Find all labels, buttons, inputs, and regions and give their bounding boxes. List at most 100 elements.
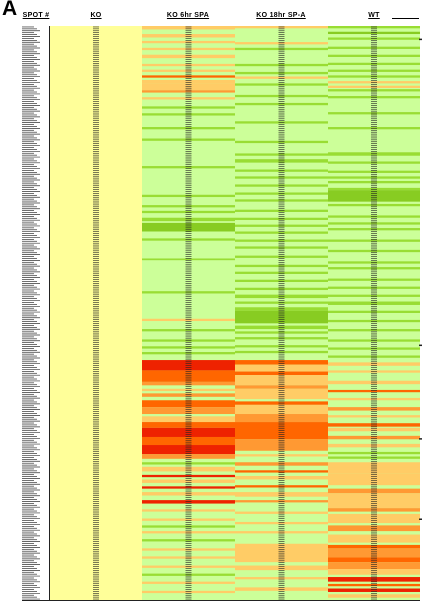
- heatmap-cell-wt-35: [328, 329, 420, 332]
- heatmap-cell-ko-6hr-spa-23: [142, 258, 235, 261]
- heatmap-cell-ko-18hr-sp-a-17: [235, 199, 328, 202]
- heatmap-cell-ko-6hr-spa-24: [142, 291, 235, 294]
- heatmap-cell-ko-6hr-spa-1: [142, 34, 235, 38]
- heatmap-cell-ko-6hr-spa-17: [142, 194, 235, 198]
- heatmap-cell-ko-6hr-spa-49: [142, 500, 235, 504]
- heatmap-cell-ko-6hr-spa-33: [142, 388, 235, 392]
- heatmap-cell-ko-18hr-sp-a-60: [235, 565, 328, 571]
- heatmap-cell-wt-66: [328, 577, 420, 582]
- heatmap-cell-ko-6hr-spa-46: [142, 479, 235, 483]
- heatmap-cell-ko-6hr-spa-36: [142, 407, 235, 415]
- heatmap-cell-ko-6hr-spa-20: [142, 217, 235, 222]
- heatmap-cell-ko-6hr-spa-42: [142, 454, 235, 459]
- heatmap-cell-ko-6hr-spa-26: [142, 329, 235, 332]
- column-ko: [50, 26, 142, 600]
- heatmap-cell-ko-6hr-spa-50: [142, 509, 235, 512]
- heatmap-cell-wt-60: [328, 534, 420, 543]
- heatmap-cell-ko-6hr-spa-45: [142, 474, 235, 478]
- heatmap-cell-wt-39: [328, 362, 420, 366]
- heatmap-cell-ko-18hr-sp-a-39: [235, 364, 328, 372]
- heatmap-cell-ko-18hr-sp-a-1: [235, 42, 328, 45]
- heatmap-cell-ko-6hr-spa-19: [142, 210, 235, 214]
- heatmap-cell-wt-64: [328, 562, 420, 570]
- heatmap-cell-ko-6hr-spa-40: [142, 436, 235, 446]
- heatmap-cell-ko-18hr-sp-a-51: [235, 470, 328, 473]
- heatmap-cell-ko-18hr-sp-a-31: [235, 307, 328, 311]
- heatmap-cell-ko-18hr-sp-a-42: [235, 385, 328, 389]
- column-header-ko: KO: [90, 12, 102, 19]
- column-header-ko-18hr: KO 18hr SP-A: [256, 12, 306, 19]
- heatmap-cell-ko-18hr-sp-a-29: [235, 294, 328, 299]
- heatmap-cell-ko-18hr-sp-a-35: [235, 337, 328, 340]
- header-rule: [392, 18, 419, 19]
- heatmap-cell-ko-6hr-spa-54: [142, 539, 235, 542]
- right-edge-tick-0: [419, 38, 422, 41]
- heatmap-cell-ko-18hr-sp-a-14: [235, 176, 328, 179]
- heatmap-bottom-border: [22, 600, 420, 601]
- right-edge-tick-2: [419, 438, 422, 440]
- heatmap-cell-ko-6hr-spa-56: [142, 556, 235, 559]
- heatmap-cell-ko-18hr-sp-a-54: [235, 492, 328, 497]
- heatmap-cell-ko-18hr-sp-a-62: [235, 587, 328, 591]
- heatmap-cell-wt-5: [328, 62, 420, 66]
- heatmap-cell-ko-18hr-sp-a-52: [235, 476, 328, 480]
- heatmap-cell-ko-6hr-spa-21: [142, 222, 235, 232]
- heatmap-cell-ko-18hr-sp-a-22: [235, 239, 328, 242]
- heatmap-cell-wt-25: [328, 239, 420, 242]
- heatmap-cell-wt-68: [328, 588, 420, 592]
- heatmap-cell-wt-31: [328, 294, 420, 297]
- heatmap-cell-ko-18hr-sp-a-2: [235, 47, 328, 51]
- heatmap-cell-wt-63: [328, 557, 420, 563]
- heatmap-cell-ko-18hr-sp-a-34: [235, 331, 328, 334]
- heatmap-cell-ko-18hr-sp-a-44: [235, 401, 328, 405]
- heatmap-cell-ko-18hr-sp-a-11: [235, 153, 328, 156]
- heatmap-cell-ko-18hr-sp-a-50: [235, 462, 328, 466]
- heatmap-cell-wt-20: [328, 190, 420, 202]
- heatmap-cell-ko-6hr-spa-30: [142, 360, 235, 371]
- heatmap-cell-wt-32: [328, 301, 420, 305]
- heatmap-cell-wt-47: [328, 427, 420, 432]
- heatmap-cell-wt-49: [328, 443, 420, 448]
- heatmap-cell-ko-6hr-spa-13: [142, 113, 235, 116]
- heatmap-cell-ko-6hr-spa-16: [142, 166, 235, 169]
- column-ko-6hr-spa: [142, 26, 235, 600]
- heatmap-cell-ko-6hr-spa-31: [142, 370, 235, 382]
- heatmap-cell-ko-6hr-spa-9: [142, 83, 235, 91]
- heatmap-cell-ko-6hr-spa-51: [142, 518, 235, 521]
- heatmap-cell-ko-6hr-spa-28: [142, 346, 235, 349]
- heatmap-cell-wt-65: [328, 569, 420, 575]
- heatmap-cell-wt-30: [328, 286, 420, 289]
- right-edge-tick-1: [419, 344, 422, 347]
- column-header-ko-6hr: KO 6hr SPA: [166, 12, 210, 19]
- heatmap-cell-ko-6hr-spa-60: [142, 590, 235, 594]
- heatmap-cell-wt-61: [328, 544, 420, 549]
- heatmap-cell-wt-23: [328, 222, 420, 225]
- heatmap-cell-ko-6hr-spa-58: [142, 573, 235, 576]
- heatmap-cell-wt-57: [328, 508, 420, 512]
- heatmap-cell-ko-18hr-sp-a-21: [235, 231, 328, 234]
- heatmap-cell-ko-18hr-sp-a-57: [235, 521, 328, 525]
- heatmap-cell-ko-18hr-sp-a-43: [235, 388, 328, 400]
- heatmap-left-border: [49, 26, 50, 600]
- heatmap-cell-wt-48: [328, 435, 420, 440]
- heatmap-cell-ko-18hr-sp-a-46: [235, 414, 328, 423]
- column-header-wt: WT: [368, 12, 380, 19]
- heatmap-cell-wt-14: [328, 152, 420, 156]
- right-edge-tick-3: [419, 518, 422, 520]
- heatmap-cell-ko-6hr-spa-29: [142, 352, 235, 355]
- heatmap-cell-ko-18hr-sp-a-48: [235, 439, 328, 451]
- heatmap-cell-ko-18hr-sp-a-8: [235, 102, 328, 106]
- row-label-marks: [22, 26, 377, 600]
- heatmap-cell-ko-6hr-spa-8: [142, 79, 235, 84]
- heatmap-cell-wt-67: [328, 583, 420, 587]
- panel-letter: A: [2, 0, 18, 20]
- heatmap-cell-wt-9: [328, 85, 420, 88]
- heatmap-cell-wt-17: [328, 176, 420, 179]
- heatmap-cell-ko-6hr-spa-18: [142, 205, 235, 208]
- heatmap-cell-ko-6hr-spa-32: [142, 381, 235, 386]
- heatmap-cell-ko-18hr-sp-a-5: [235, 76, 328, 79]
- heatmap-cell-ko-18hr-sp-a-27: [235, 279, 328, 283]
- heatmap-cell-wt-55: [328, 488, 420, 494]
- heatmap-cell-ko-6hr-spa-0: [142, 26, 235, 30]
- heatmap-cell-wt-45: [328, 415, 420, 418]
